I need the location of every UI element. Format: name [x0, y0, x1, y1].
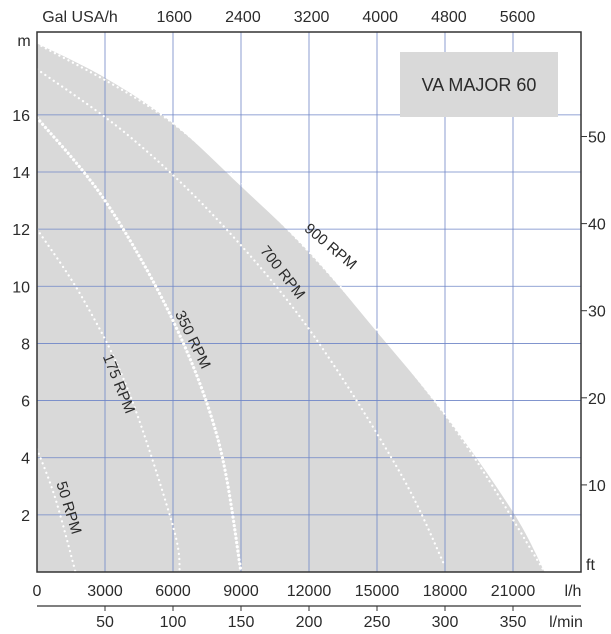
x-top-tick-label: 4800: [431, 9, 467, 26]
x-bottom-tick-label: 15000: [355, 583, 400, 600]
y-left-tick-label: 14: [12, 165, 30, 182]
grid-lines: [37, 32, 581, 572]
x-top-tick-label: 3200: [294, 9, 330, 26]
y-left-tick-label: 6: [21, 394, 30, 411]
x-secondary-tick-label: 350: [500, 614, 527, 631]
rpm-curve-900-rpm: [35, 42, 546, 574]
x-secondary-unit-label: l/min: [549, 614, 583, 631]
x-bottom-unit-label: l/h: [565, 583, 582, 600]
operating-envelope: [37, 43, 545, 572]
x-secondary-tick-label: 150: [228, 614, 255, 631]
y-right-tick-label: 40: [588, 217, 606, 234]
y-left-tick-label: 2: [21, 508, 30, 525]
x-top-unit-label: Gal USA/h: [42, 9, 118, 26]
x-bottom-tick-label: 21000: [491, 583, 536, 600]
y-right-unit-label: ft: [586, 557, 595, 574]
x-bottom-tick-label: 18000: [423, 583, 468, 600]
x-bottom-tick-label: 3000: [87, 583, 123, 600]
x-top-tick-label: 5600: [500, 9, 536, 26]
y-left-tick-label: 8: [21, 336, 30, 353]
x-bottom-tick-label: 9000: [223, 583, 259, 600]
x-secondary-tick-label: 300: [432, 614, 459, 631]
rpm-curve-350-rpm: [35, 116, 243, 574]
rpm-curve-50-rpm: [35, 448, 77, 574]
y-right-tick-label: 50: [588, 130, 606, 147]
axes: 0 3000 6000 9000 12000 15000 18000 21000 l/h 50 10…: [12, 9, 606, 631]
chart-title-box: VA MAJOR 60: [400, 52, 558, 117]
rpm-curve-700-rpm: [35, 68, 447, 568]
x-secondary-tick-label: 100: [160, 614, 187, 631]
y-right-tick-label: 10: [588, 478, 606, 495]
x-secondary-tick-label: 50: [96, 614, 114, 631]
y-left-tick-label: 4: [21, 451, 30, 468]
y-left-unit-label: m: [17, 33, 30, 50]
x-top-tick-label: 1600: [156, 9, 192, 26]
x-secondary-tick-label: 200: [296, 614, 323, 631]
title-box-background: [400, 52, 558, 117]
chart-title: VA MAJOR 60: [422, 75, 537, 95]
y-left-tick-label: 12: [12, 222, 30, 239]
x-secondary-tick-label: 250: [364, 614, 391, 631]
x-top-tick-label: 2400: [225, 9, 261, 26]
x-bottom-tick-label: 12000: [287, 583, 332, 600]
x-top-tick-label: 4000: [362, 9, 398, 26]
y-left-tick-label: 16: [12, 108, 30, 125]
x-bottom-tick-label: 6000: [155, 583, 191, 600]
y-right-tick-label: 20: [588, 391, 606, 408]
rpm-curve-175-rpm: [35, 228, 181, 574]
y-left-tick-label: 10: [12, 279, 30, 296]
plot-frame: [36, 31, 582, 573]
y-right-tick-label: 30: [588, 304, 606, 321]
x-bottom-tick-label: 0: [33, 583, 42, 600]
rpm-curves: [35, 42, 546, 574]
